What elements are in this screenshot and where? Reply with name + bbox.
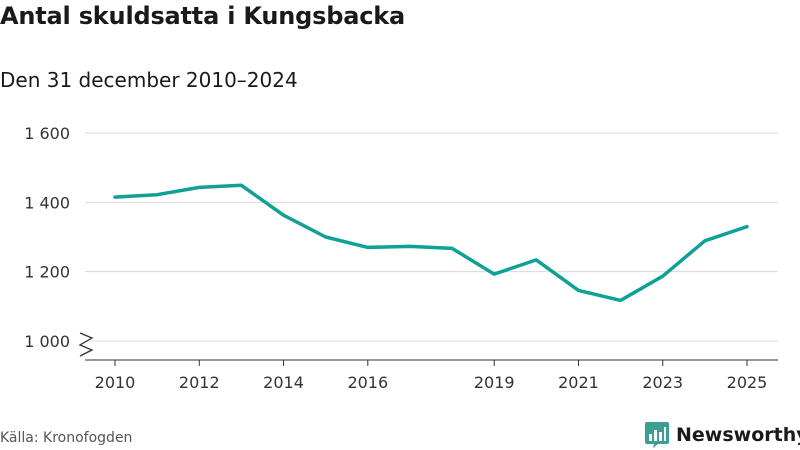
brand-name: Newsworthy	[676, 424, 800, 446]
data-point	[492, 272, 496, 276]
chart-title: Antal skuldsatta i Kungsbacka	[0, 2, 405, 30]
data-point	[661, 274, 665, 278]
data-point	[408, 244, 412, 248]
y-tick-label: 1 200	[24, 263, 70, 282]
x-tick-label: 2019	[474, 373, 515, 392]
x-tick-label: 2014	[263, 373, 304, 392]
line-chart: 1 000 1 200 1 400 1 600 2010 2012 2014 2016 201…	[24, 124, 778, 392]
x-tick-label: 2016	[347, 373, 388, 392]
data-point	[113, 195, 117, 199]
x-tick-label: 2021	[558, 373, 599, 392]
data-point	[703, 239, 707, 243]
data-point	[745, 225, 749, 229]
data-point	[155, 193, 159, 197]
data-point	[450, 246, 454, 250]
data-points	[113, 183, 749, 302]
data-point	[576, 288, 580, 292]
data-point	[619, 298, 623, 302]
brand-logo: Newsworthy	[644, 421, 800, 449]
y-tick-label: 1 000	[24, 332, 70, 351]
data-point	[282, 213, 286, 217]
data-point	[534, 258, 538, 262]
data-point	[239, 183, 243, 187]
x-tick-label: 2023	[642, 373, 683, 392]
data-point	[197, 185, 201, 189]
y-tick-label: 1 600	[24, 124, 70, 143]
chart-subtitle: Den 31 december 2010–2024	[0, 68, 298, 92]
series-line	[113, 183, 749, 303]
data-point	[324, 235, 328, 239]
x-tick-label: 2025	[727, 373, 768, 392]
data-point	[366, 245, 370, 249]
source-note: Källa: Kronofogden	[0, 430, 133, 446]
x-tick-label: 2012	[179, 373, 220, 392]
axis-break-icon	[78, 332, 94, 357]
y-tick-label: 1 400	[24, 193, 70, 212]
x-tick-label: 2010	[95, 373, 136, 392]
bar-chart-logo-icon	[645, 422, 669, 448]
